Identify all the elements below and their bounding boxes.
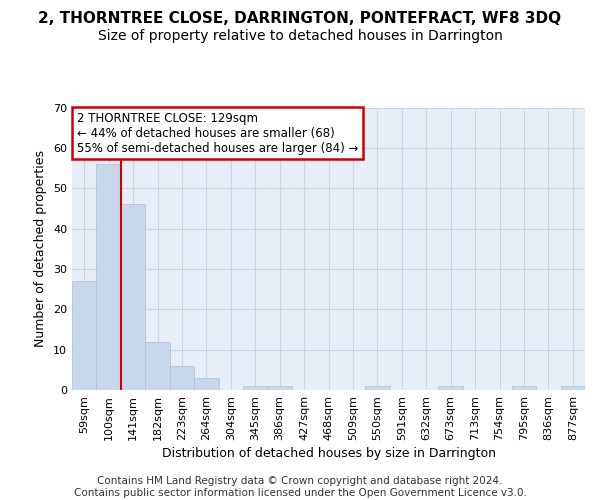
X-axis label: Distribution of detached houses by size in Darrington: Distribution of detached houses by size … bbox=[161, 447, 496, 460]
Bar bbox=[243, 386, 268, 390]
Bar bbox=[268, 386, 292, 390]
Text: Size of property relative to detached houses in Darrington: Size of property relative to detached ho… bbox=[98, 29, 502, 43]
Bar bbox=[439, 386, 463, 390]
Bar bbox=[72, 281, 97, 390]
Bar bbox=[121, 204, 145, 390]
Bar bbox=[145, 342, 170, 390]
Bar bbox=[170, 366, 194, 390]
Y-axis label: Number of detached properties: Number of detached properties bbox=[34, 150, 47, 348]
Text: 2 THORNTREE CLOSE: 129sqm
← 44% of detached houses are smaller (68)
55% of semi-: 2 THORNTREE CLOSE: 129sqm ← 44% of detac… bbox=[77, 112, 359, 154]
Bar bbox=[512, 386, 536, 390]
Text: 2, THORNTREE CLOSE, DARRINGTON, PONTEFRACT, WF8 3DQ: 2, THORNTREE CLOSE, DARRINGTON, PONTEFRA… bbox=[38, 11, 562, 26]
Bar bbox=[97, 164, 121, 390]
Bar bbox=[560, 386, 585, 390]
Bar bbox=[365, 386, 389, 390]
Bar bbox=[194, 378, 218, 390]
Text: Contains HM Land Registry data © Crown copyright and database right 2024.
Contai: Contains HM Land Registry data © Crown c… bbox=[74, 476, 526, 498]
